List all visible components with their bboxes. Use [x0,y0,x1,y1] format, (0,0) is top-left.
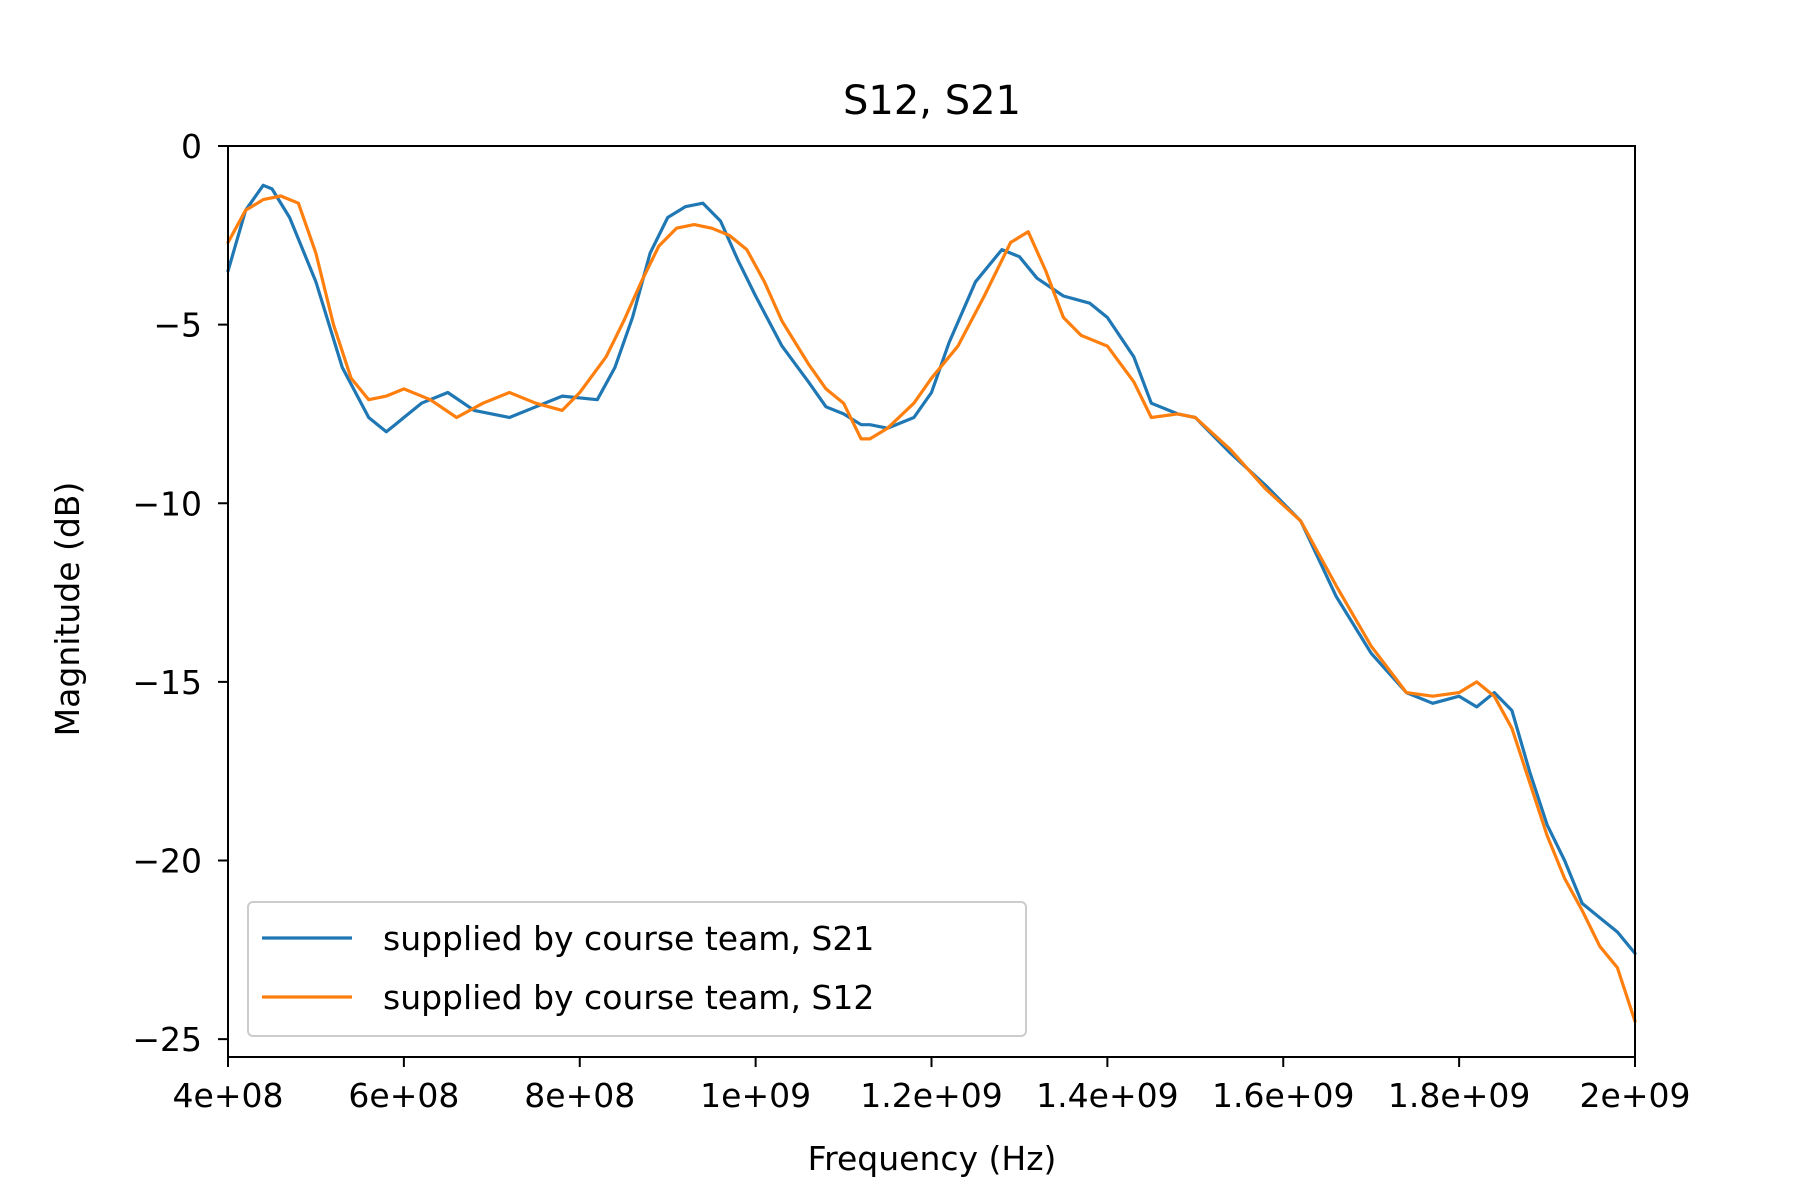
legend-label: supplied by course team, S21 [383,919,874,958]
x-tick-label: 6e+08 [348,1076,459,1115]
legend: supplied by course team, S21 supplied by … [247,901,1027,1037]
y-tick-label: −20 [132,842,202,881]
y-tick-label: −25 [132,1020,202,1059]
series-line-s21 [226,183,1637,955]
x-tick-label: 2e+09 [1580,1076,1691,1115]
y-tick-label: −5 [153,306,202,345]
x-tick-label: 1.4e+09 [1036,1076,1178,1115]
x-tick-label: 1.6e+09 [1212,1076,1354,1115]
y-tick-label: −15 [132,663,202,702]
chart-title: S12, S21 [843,78,1021,124]
series-line-s12 [226,194,1637,1023]
y-axis-label: Magnitude (dB) [48,482,87,737]
plot-area [226,183,1637,1023]
legend-label: supplied by course team, S12 [383,978,874,1017]
x-tick-label: 1.8e+09 [1388,1076,1530,1115]
legend-box [247,901,1027,1037]
y-tick-label: −10 [132,484,202,523]
axis-ticks: 4e+08 6e+08 8e+08 1e+09 1.2e+09 1.4e+09 1.6e+0… [132,127,1690,1115]
plot-frame [227,145,1636,1058]
x-tick-label: 1.2e+09 [860,1076,1002,1115]
x-tick-label: 8e+08 [524,1076,635,1115]
x-tick-label: 1e+09 [700,1076,811,1115]
x-tick-label: 4e+08 [173,1076,284,1115]
x-axis-label: Frequency (Hz) [808,1139,1057,1178]
y-tick-label: 0 [181,127,202,166]
